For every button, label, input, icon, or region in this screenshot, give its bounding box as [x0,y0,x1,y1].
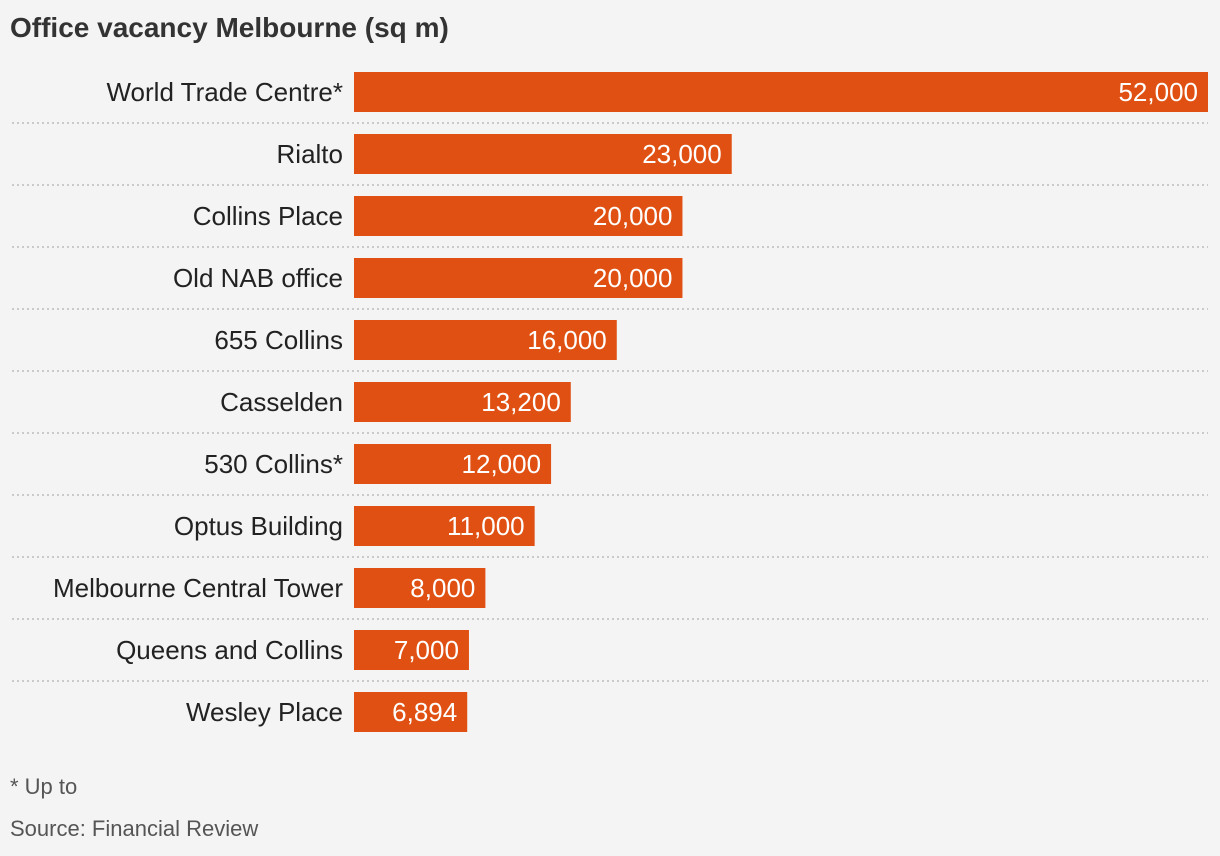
value-label: 12,000 [462,449,542,479]
value-label: 20,000 [593,201,673,231]
bar-row: Old NAB office 20,000 [12,258,1208,310]
value-label: 11,000 [447,511,525,541]
bar-row: World Trade Centre* 52,000 [12,72,1208,124]
bar [354,258,683,298]
source-note: Source: Financial Review [10,816,259,841]
category-label: Queens and Collins [116,635,343,665]
category-label: Wesley Place [186,697,343,727]
value-label: 7,000 [394,635,459,665]
bar-row: Collins Place 20,000 [12,196,1208,248]
value-label: 23,000 [642,139,722,169]
value-label: 6,894 [392,697,457,727]
bar-row: 530 Collins* 12,000 [12,444,1208,496]
value-label: 52,000 [1118,77,1198,107]
category-label: 655 Collins [214,325,343,355]
bar [354,692,468,732]
bar-row: Casselden 13,200 [12,382,1208,434]
bar [354,630,469,670]
value-label: 16,000 [527,325,607,355]
category-label: 530 Collins* [204,449,343,479]
category-label: World Trade Centre* [106,77,343,107]
bar [354,382,571,422]
category-label: Rialto [277,139,343,169]
category-label: Optus Building [174,511,343,541]
value-label: 20,000 [593,263,673,293]
value-label: 8,000 [410,573,475,603]
category-label: Casselden [220,387,343,417]
bar [354,568,486,608]
value-label: 13,200 [481,387,561,417]
bar-row: Queens and Collins 7,000 [12,630,1208,682]
bar [354,320,617,360]
footnote: * Up to [10,774,78,799]
category-label: Old NAB office [173,263,343,293]
bar-row: Optus Building 11,000 [12,506,1208,558]
bar [354,444,552,484]
bar [354,72,1208,112]
bar-row: 655 Collins 16,000 [12,320,1208,372]
category-label: Collins Place [193,201,343,231]
bar-row: Rialto 23,000 [12,134,1208,186]
bar-row: Wesley Place 6,894 [186,692,468,732]
category-label: Melbourne Central Tower [53,573,343,603]
bar-row: Melbourne Central Tower 8,000 [12,568,1208,620]
bar [354,196,683,236]
bar [354,506,535,546]
bar [354,134,732,174]
chart-title: Office vacancy Melbourne (sq m) [10,12,449,43]
